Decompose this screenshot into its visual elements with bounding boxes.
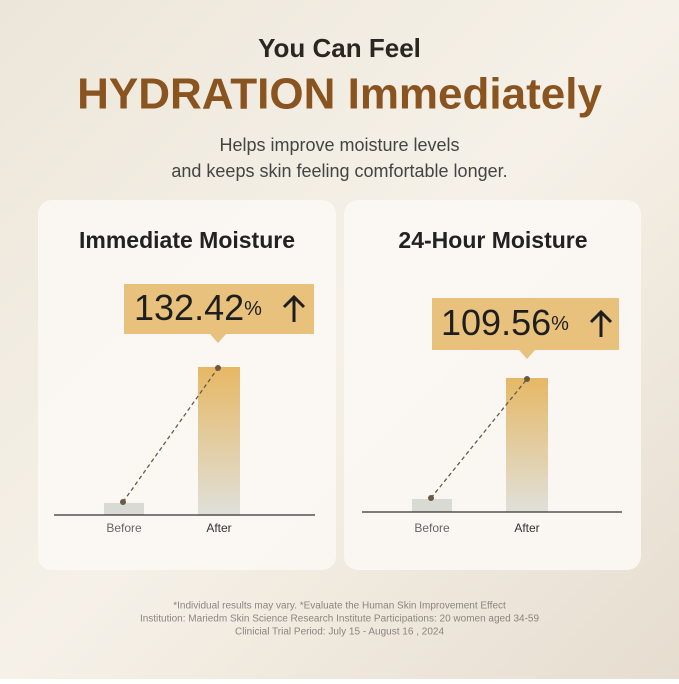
card: 24-Hour Moisture 109.56% Before After	[344, 200, 641, 570]
headline: HYDRATION Immediately	[77, 70, 602, 119]
callout-value: 132.42%	[134, 287, 262, 328]
dot	[120, 499, 126, 505]
callout	[124, 284, 314, 334]
bar-after	[506, 378, 548, 512]
card-title: 24-Hour Moisture	[398, 227, 587, 253]
title: You Can Feel	[258, 33, 421, 63]
trend-line	[430, 378, 528, 499]
footnote: Clinicial Trial Period: July 15 - August…	[235, 627, 444, 638]
callout-pointer	[210, 334, 226, 343]
dot	[524, 376, 530, 382]
card: Immediate Moisture 132.42% Before After	[38, 200, 336, 570]
dot	[215, 365, 221, 371]
before-label: Before	[106, 521, 142, 535]
callout-pointer	[519, 350, 535, 359]
card-bg	[344, 200, 641, 570]
trend-line	[122, 367, 219, 503]
callout	[432, 298, 619, 350]
before-label: Before	[414, 521, 450, 535]
bar-before	[412, 499, 452, 512]
bar-before	[104, 503, 144, 515]
up-arrow	[282, 294, 306, 322]
footnote: *Individual results may vary. *Evaluate …	[173, 601, 506, 612]
after-label: After	[206, 521, 231, 535]
up-arrow	[589, 309, 613, 337]
callout-value: 109.56%	[441, 302, 569, 343]
dot	[428, 495, 434, 501]
subtitle: and keeps skin feeling comfortable longe…	[171, 161, 507, 181]
bar-after	[198, 367, 240, 515]
after-label: After	[514, 521, 539, 535]
footnote: Institution: Mariedm Skin Science Resear…	[140, 614, 540, 625]
card-title: Immediate Moisture	[79, 227, 295, 253]
subtitle: Helps improve moisture levels	[219, 135, 459, 155]
